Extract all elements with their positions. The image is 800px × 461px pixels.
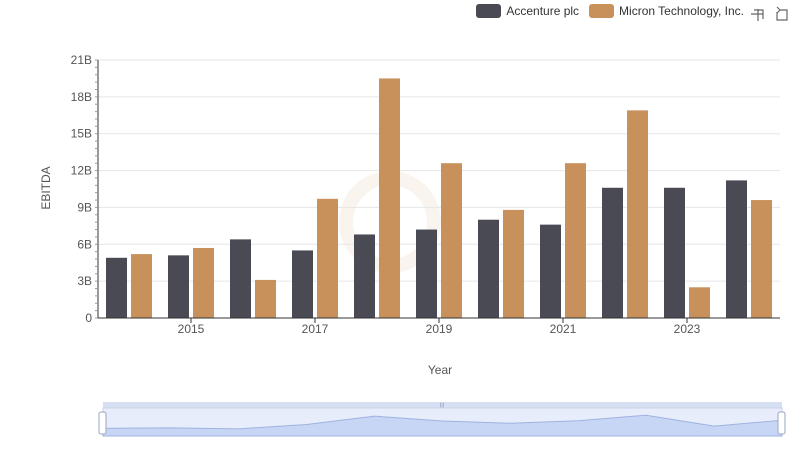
- bar-micron-2021[interactable]: [565, 163, 586, 318]
- legend-label-micron: Micron Technology, Inc.: [619, 4, 744, 18]
- y-axis-title: EBITDA: [39, 166, 53, 209]
- legend-label-accenture: Accenture plc: [506, 4, 580, 18]
- zoom-top-bar[interactable]: [103, 402, 782, 408]
- bar-micron-2018[interactable]: [379, 78, 400, 318]
- zoom-grip-icon[interactable]: |||: [440, 403, 445, 409]
- x-tick-label: 2015: [178, 322, 205, 336]
- bar-accenture-2016[interactable]: [230, 239, 251, 318]
- bar-micron-2014[interactable]: [131, 254, 152, 318]
- x-tick-label: 2019: [426, 322, 453, 336]
- bar-accenture-2015[interactable]: [168, 255, 189, 318]
- x-axis-title: Year: [428, 363, 452, 377]
- bar-micron-2023[interactable]: [689, 287, 710, 318]
- legend: Accenture plc Micron Technology, Inc.: [476, 4, 744, 18]
- bar-accenture-2021[interactable]: [540, 224, 561, 318]
- bar-accenture-2018[interactable]: [354, 234, 375, 318]
- bar-micron-2017[interactable]: [317, 198, 338, 318]
- y-tick-label: 15B: [71, 127, 92, 141]
- bar-micron-2020[interactable]: [503, 209, 524, 318]
- legend-item-accenture[interactable]: Accenture plc: [476, 4, 579, 18]
- y-tick-label: 9B: [77, 200, 92, 214]
- bar-micron-2015[interactable]: [193, 247, 214, 318]
- bar-accenture-2023[interactable]: [664, 187, 685, 318]
- x-tick-label: 2023: [674, 322, 701, 336]
- y-tick-label: 21B: [71, 53, 92, 67]
- x-tick-label: 2017: [302, 322, 329, 336]
- bar-accenture-2017[interactable]: [292, 250, 313, 318]
- x-tick-label: 2021: [550, 322, 577, 336]
- restore-icon[interactable]: [774, 6, 790, 22]
- zoom-handle-left[interactable]: [98, 411, 107, 435]
- toolbox: [750, 6, 790, 22]
- bar-micron-2024[interactable]: [751, 200, 772, 318]
- y-axis: 0 3B 6B 9B 12B 15B 18B 21B: [71, 53, 99, 325]
- bar-accenture-2020[interactable]: [478, 219, 499, 318]
- zoom-handle-right[interactable]: [777, 411, 786, 435]
- bar-accenture-2019[interactable]: [416, 229, 437, 318]
- bar-micron-2016[interactable]: [255, 279, 276, 318]
- legend-swatch-accenture: [476, 4, 502, 18]
- y-tick-label: 6B: [77, 237, 92, 251]
- y-tick-label: 18B: [71, 90, 92, 104]
- bar-accenture-2022[interactable]: [602, 187, 623, 318]
- bar-accenture-2014[interactable]: [106, 257, 127, 318]
- data-zoom-slider[interactable]: |||: [98, 402, 786, 437]
- bar-micron-2019[interactable]: [441, 163, 462, 318]
- y-tick-label: 3B: [77, 274, 92, 288]
- y-tick-label: 0: [85, 311, 92, 325]
- y-tick-label: 12B: [71, 164, 92, 178]
- zoom-select-icon[interactable]: [750, 6, 766, 22]
- bar-accenture-2024[interactable]: [726, 180, 747, 318]
- bars[interactable]: [106, 78, 772, 318]
- legend-swatch-micron: [589, 4, 615, 18]
- bar-micron-2022[interactable]: [627, 110, 648, 318]
- legend-item-micron[interactable]: Micron Technology, Inc.: [589, 4, 744, 18]
- x-axis: 2015 2017 2019 2021 2023: [98, 317, 780, 336]
